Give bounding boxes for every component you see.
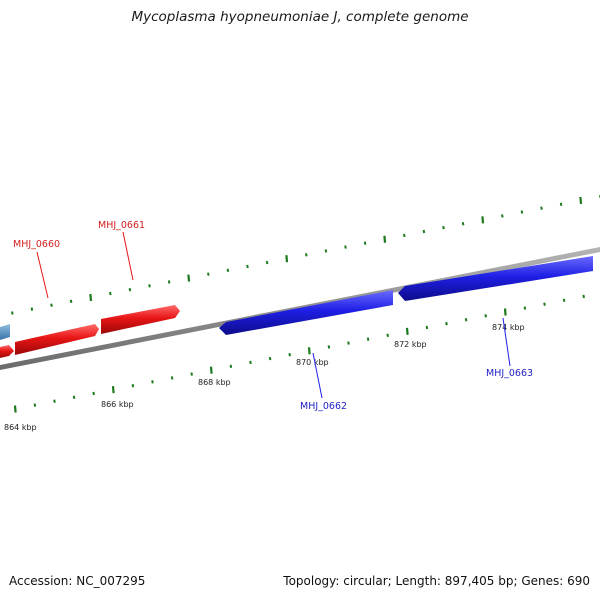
lower-minor-tick bbox=[33, 403, 37, 407]
lower-minor-tick bbox=[53, 399, 56, 403]
lower-minor-tick bbox=[288, 352, 291, 357]
lower-minor-tick bbox=[131, 384, 135, 388]
upper-minor-tick bbox=[305, 253, 308, 257]
upper-minor-tick bbox=[69, 299, 73, 304]
upper-minor-tick bbox=[461, 222, 465, 226]
upper-minor-tick bbox=[226, 268, 230, 273]
lower-minor-tick bbox=[327, 345, 331, 349]
lower-minor-tick bbox=[484, 314, 487, 318]
lower-minor-tick bbox=[190, 372, 193, 376]
upper-major-tick bbox=[481, 216, 485, 224]
lower-minor-tick bbox=[543, 302, 546, 306]
lower-minor-tick bbox=[229, 364, 233, 369]
leader-MHJ_0660 bbox=[36, 251, 49, 299]
lower-minor-tick bbox=[562, 298, 566, 303]
upper-minor-tick bbox=[344, 245, 347, 249]
upper-minor-tick bbox=[207, 272, 210, 276]
tick-label-864: 864 kbp bbox=[4, 423, 37, 432]
upper-minor-tick bbox=[520, 210, 524, 214]
gene-arrow-partial-left[interactable] bbox=[0, 324, 10, 340]
upper-minor-tick bbox=[501, 214, 504, 218]
leader-MHJ_0663 bbox=[502, 317, 511, 367]
lower-major-tick bbox=[13, 405, 17, 413]
upper-major-tick bbox=[579, 196, 583, 205]
lower-minor-tick bbox=[582, 294, 585, 299]
upper-minor-tick bbox=[265, 260, 269, 265]
lower-major-tick bbox=[405, 327, 409, 335]
upper-minor-tick bbox=[148, 284, 151, 288]
gene-arrow-MHJ_0663[interactable] bbox=[398, 256, 593, 301]
lower-minor-tick bbox=[464, 318, 468, 322]
lower-major-tick bbox=[111, 386, 115, 394]
upper-minor-tick bbox=[442, 225, 445, 230]
gene-label-MHJ_0661[interactable]: MHJ_0661 bbox=[98, 220, 145, 231]
gene-label-MHJ_0660[interactable]: MHJ_0660 bbox=[13, 239, 60, 250]
lower-major-tick bbox=[503, 308, 507, 316]
lower-major-tick bbox=[209, 366, 213, 374]
upper-major-tick bbox=[187, 274, 191, 282]
upper-minor-tick bbox=[246, 264, 249, 269]
upper-major-tick bbox=[285, 255, 289, 263]
gene-arrow-MHJ_0661[interactable] bbox=[101, 305, 180, 334]
tick-label-866: 866 kbp bbox=[101, 400, 134, 409]
gene-label-MHJ_0662[interactable]: MHJ_0662 bbox=[300, 401, 347, 412]
leader-MHJ_0662 bbox=[312, 352, 323, 399]
tick-label-872: 872 kbp bbox=[394, 340, 427, 349]
gene-label-MHJ_0663[interactable]: MHJ_0663 bbox=[486, 368, 533, 379]
upper-major-tick bbox=[89, 293, 93, 302]
upper-major-tick bbox=[383, 235, 387, 243]
lower-minor-tick bbox=[249, 360, 252, 365]
upper-minor-tick bbox=[30, 307, 34, 311]
lower-minor-tick bbox=[366, 337, 370, 341]
gene-arrow-MHJ_0662[interactable] bbox=[219, 290, 393, 335]
gene-arrow-partial-red[interactable] bbox=[0, 345, 14, 358]
upper-minor-tick bbox=[363, 241, 367, 245]
upper-minor-tick bbox=[128, 288, 132, 292]
upper-minor-tick bbox=[324, 249, 328, 253]
upper-minor-tick bbox=[11, 311, 14, 315]
tick-row-lower bbox=[13, 294, 585, 413]
lower-minor-tick bbox=[170, 376, 174, 380]
upper-minor-tick bbox=[50, 303, 53, 307]
upper-minor-tick bbox=[422, 229, 426, 234]
lower-minor-tick bbox=[72, 395, 76, 400]
lower-minor-tick bbox=[523, 306, 527, 310]
genome-summary-text: Topology: circular; Length: 897,405 bp; … bbox=[283, 574, 590, 588]
leader-MHJ_0661 bbox=[122, 231, 134, 281]
upper-minor-tick bbox=[109, 291, 112, 296]
upper-minor-tick bbox=[403, 233, 406, 238]
lower-major-tick bbox=[307, 347, 311, 355]
lower-minor-tick bbox=[151, 380, 154, 384]
gene-arrow-MHJ_0660[interactable] bbox=[15, 324, 99, 355]
accession-text: Accession: NC_007295 bbox=[9, 574, 146, 588]
lower-minor-tick bbox=[92, 391, 95, 396]
upper-minor-tick bbox=[540, 206, 543, 210]
map-title: Mycoplasma hyopneumoniae J, complete gen… bbox=[131, 9, 469, 25]
upper-minor-tick bbox=[167, 280, 171, 284]
lower-minor-tick bbox=[445, 321, 448, 326]
lower-minor-tick bbox=[386, 333, 389, 337]
upper-minor-tick bbox=[559, 202, 563, 207]
tick-label-870: 870 kbp bbox=[296, 358, 329, 367]
lower-minor-tick bbox=[268, 356, 272, 361]
tick-row-upper bbox=[11, 195, 600, 315]
lower-minor-tick bbox=[425, 325, 429, 330]
lower-minor-tick bbox=[347, 341, 350, 345]
tick-label-868: 868 kbp bbox=[198, 378, 231, 387]
tick-label-874: 874 kbp bbox=[492, 323, 525, 332]
